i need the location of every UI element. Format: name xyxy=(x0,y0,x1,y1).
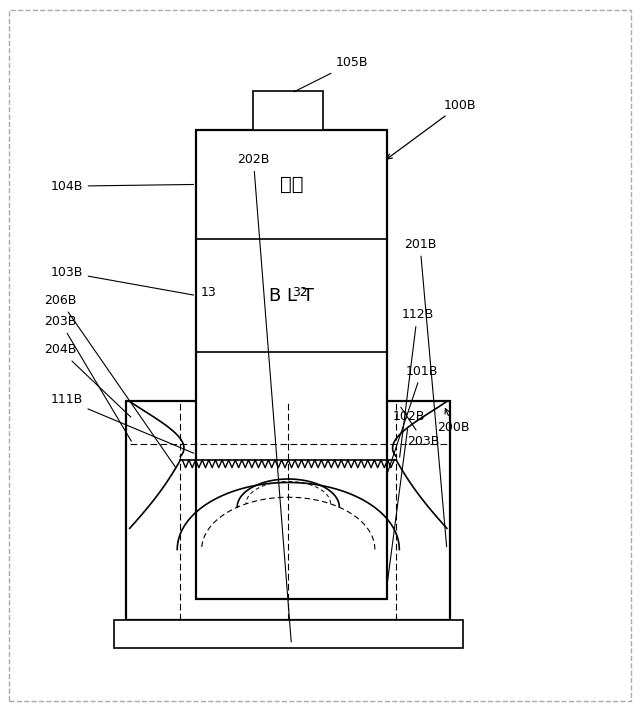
Text: 202B: 202B xyxy=(237,153,291,642)
Text: 104B: 104B xyxy=(51,180,193,193)
Text: 32: 32 xyxy=(292,286,308,299)
Text: 200B: 200B xyxy=(437,409,470,434)
Text: 112B: 112B xyxy=(399,308,433,457)
Text: 201B: 201B xyxy=(404,237,447,547)
Bar xyxy=(114,620,463,648)
Text: 13: 13 xyxy=(201,286,217,299)
Bar xyxy=(127,401,450,620)
Text: 101B: 101B xyxy=(387,365,438,473)
Text: 100B: 100B xyxy=(387,99,476,159)
Bar xyxy=(253,91,323,130)
Text: 111B: 111B xyxy=(51,393,194,453)
Text: 204B: 204B xyxy=(44,343,131,417)
Text: 103B: 103B xyxy=(51,266,193,295)
Text: 電源: 電源 xyxy=(280,175,303,194)
Text: B L T: B L T xyxy=(269,287,314,304)
Bar xyxy=(196,130,387,599)
Text: 203B: 203B xyxy=(401,407,440,448)
Text: 105B: 105B xyxy=(294,56,369,92)
Text: 203B: 203B xyxy=(44,315,131,442)
Text: 206B: 206B xyxy=(44,294,175,468)
Text: 102B: 102B xyxy=(387,410,426,586)
